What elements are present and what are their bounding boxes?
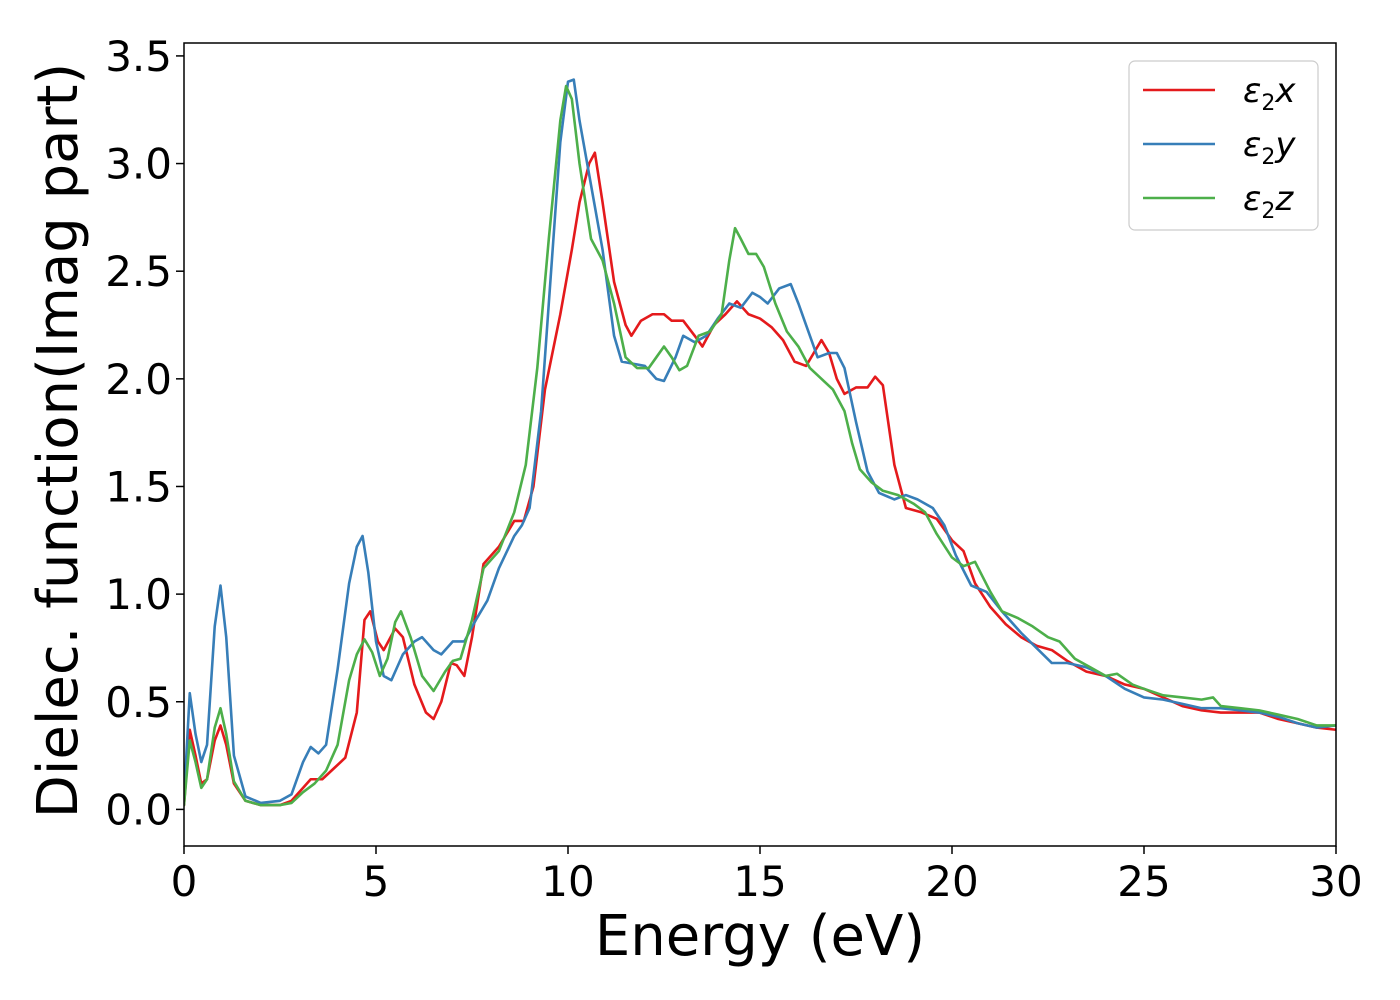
series-line-z (184, 84, 1336, 807)
legend: ε2x ε2y ε2z (1128, 60, 1319, 231)
x-tick-label: 20 (925, 857, 978, 906)
y-tick-label: 2.5 (105, 247, 172, 296)
legend-label-y: ε2y (1243, 125, 1296, 170)
series-line-x (184, 151, 1336, 807)
y-tick-label: 0.5 (105, 678, 172, 727)
y-axis: 0.0 0.5 1.0 1.5 2.0 2.5 3.0 3.5 (105, 32, 184, 834)
x-tick-label: 10 (541, 857, 594, 906)
x-tick-label: 30 (1309, 857, 1362, 906)
x-axis: 0 5 10 15 20 25 30 (171, 846, 1363, 906)
x-axis-label: Energy (eV) (595, 904, 925, 969)
y-tick-label: 0.0 (105, 785, 172, 834)
y-tick-label: 3.5 (105, 32, 172, 81)
y-tick-label: 1.5 (105, 462, 172, 511)
y-tick-label: 1.0 (105, 570, 172, 619)
x-tick-label: 0 (171, 857, 198, 906)
x-tick-label: 5 (363, 857, 390, 906)
legend-label-z: ε2z (1243, 179, 1294, 224)
y-tick-label: 3.0 (105, 140, 172, 189)
x-tick-label: 25 (1117, 857, 1170, 906)
x-tick-label: 15 (733, 857, 786, 906)
y-axis-label: Dielec. function(Imag part) (26, 63, 91, 819)
legend-label-x: ε2x (1243, 71, 1296, 116)
legend-box (1128, 60, 1319, 231)
series-layer (184, 78, 1336, 807)
y-tick-label: 2.0 (105, 355, 172, 404)
series-line-y (184, 78, 1336, 805)
